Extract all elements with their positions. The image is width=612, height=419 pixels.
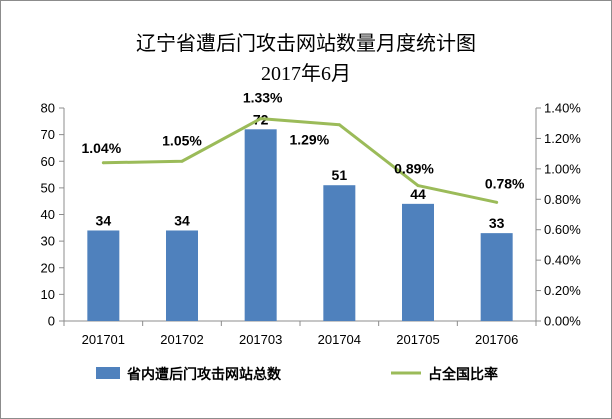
y-left-tick-label: 70 [41,127,55,142]
ratio-point [259,117,263,121]
bar-value-label: 34 [174,212,190,228]
y-right-tick-label: 1.40% [544,101,581,116]
y-right-tick-label: 0.80% [544,192,581,207]
chart-title: 辽宁省遭后门攻击网站数量月度统计图 [136,31,476,55]
y-left-tick-label: 20 [41,260,55,275]
bar-value-label: 44 [410,186,426,202]
ratio-point [101,161,105,165]
x-tick-label: 201701 [82,332,125,347]
bar [323,185,356,321]
y-left-tick-label: 40 [41,207,55,222]
bar-value-label: 51 [332,167,348,183]
bar [402,203,434,321]
y-left-tick-label: 30 [41,234,55,249]
y-left-tick-label: 10 [41,287,55,302]
plot-area: 0 10 20 30 40 50 60 70 80 0.00% 0.20% 0.40% 0.60% 0.8… [41,90,582,347]
ratio-value-label: 1.05% [162,132,202,148]
ratio-value-label: 0.78% [485,175,525,191]
y-right-tick-label: 1.20% [544,131,581,146]
y-right-tick-label: 0.60% [544,222,581,237]
bar-value-label: 33 [489,215,505,231]
ratio-point [495,200,499,204]
legend-bar-swatch [96,367,120,379]
y-left-tick-label: 0 [48,314,55,329]
x-tick-label: 201703 [239,332,282,347]
legend: 省内遭后门攻击网站总数 占全国比率 [96,366,498,383]
chart-subtitle: 2017年6月 [261,62,351,85]
y-right-tick-label: 0.20% [544,283,581,298]
ratio-point [337,123,341,127]
bar-value-label: 34 [96,212,112,228]
x-tick-label: 201706 [475,332,518,347]
y-left-tick-label: 60 [41,154,55,169]
x-tick-label: 201705 [396,332,439,347]
ratio-value-label: 0.89% [394,161,434,177]
legend-bar-label: 省内遭后门攻击网站总数 [126,366,282,383]
ratio-point [416,184,420,188]
bar [480,233,513,321]
y-right-tick-label: 0.00% [544,314,581,329]
legend-line-label: 占全国比率 [428,366,498,383]
x-tick-label: 201702 [160,332,203,347]
y-left-tick-label: 50 [41,180,55,195]
bar [87,230,120,321]
ratio-value-label: 1.29% [289,132,329,148]
x-tick-label: 201704 [318,332,361,347]
ratio-value-label: 1.04% [81,140,121,156]
y-left-tick-label: 80 [41,101,55,116]
bar [244,129,277,321]
ratio-value-label: 1.33% [243,90,283,106]
y-right-tick-label: 0.40% [544,253,581,268]
y-right-tick-label: 1.00% [544,161,581,176]
ratio-line [103,117,497,204]
ratio-point [180,159,184,163]
bar [166,230,198,321]
